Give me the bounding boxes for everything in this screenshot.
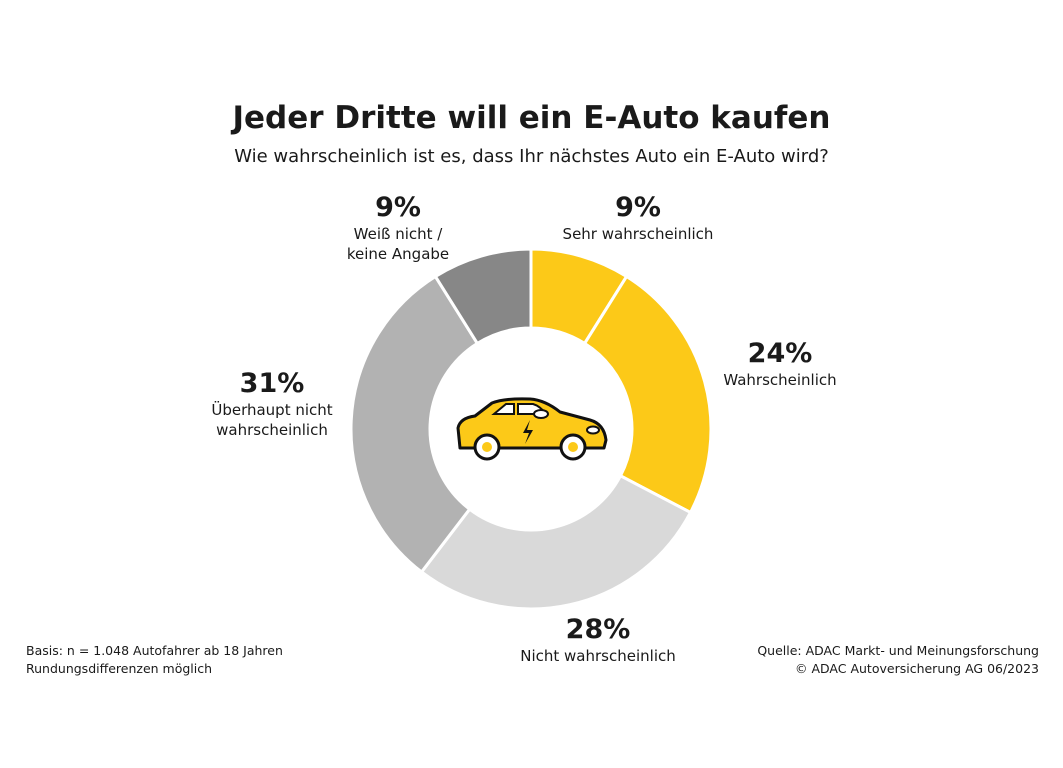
- donut-slice: [349, 274, 480, 575]
- footer-basis: Basis: n = 1.048 Autofahrer ab 18 Jahren…: [26, 642, 283, 678]
- slice-label-line: keine Angabe: [346, 245, 450, 263]
- electric-car-icon: [456, 397, 608, 461]
- slice-label: Nicht wahrscheinlich: [520, 647, 676, 665]
- slice-value: 9%: [375, 192, 421, 223]
- donut-slice: [582, 274, 713, 515]
- slice-label: Wahrscheinlich: [723, 371, 837, 389]
- slice-label-line: Überhaupt nicht: [211, 401, 333, 419]
- label-wahrscheinlich: 24% Wahrscheinlich: [723, 338, 836, 390]
- rounding-text: Rundungsdifferenzen möglich: [26, 661, 213, 676]
- donut-slice: [419, 473, 693, 611]
- slice-label: Sehr wahrscheinlich: [562, 225, 714, 243]
- slice-label-line: Weiß nicht /: [353, 225, 443, 243]
- label-ueberhaupt-nicht: 31% Überhaupt nicht wahrscheinlich: [211, 368, 332, 440]
- slice-value: 31%: [239, 368, 305, 399]
- slice-value: 24%: [747, 338, 813, 369]
- slice-value: 9%: [615, 192, 661, 223]
- label-sehr-wahrscheinlich: 9% Sehr wahrscheinlich: [563, 192, 714, 244]
- footer-source: Quelle: ADAC Markt- und Meinungsforschun…: [757, 642, 1039, 678]
- slice-label-line: wahrscheinlich: [216, 421, 328, 439]
- chart-subtitle: Wie wahrscheinlich ist es, dass Ihr näch…: [234, 146, 829, 167]
- label-weiss-nicht: 9% Weiß nicht / keine Angabe: [347, 192, 449, 264]
- copyright-text: © ADAC Autoversicherung AG 06/2023: [795, 661, 1039, 676]
- basis-text: Basis: n = 1.048 Autofahrer ab 18 Jahren: [26, 643, 283, 658]
- slice-value: 28%: [565, 614, 631, 645]
- label-nicht-wahrscheinlich: 28% Nicht wahrscheinlich: [520, 614, 676, 666]
- chart-title: Jeder Dritte will ein E-Auto kaufen: [232, 100, 831, 136]
- source-text: Quelle: ADAC Markt- und Meinungsforschun…: [757, 643, 1039, 658]
- donut-slice: [433, 247, 533, 346]
